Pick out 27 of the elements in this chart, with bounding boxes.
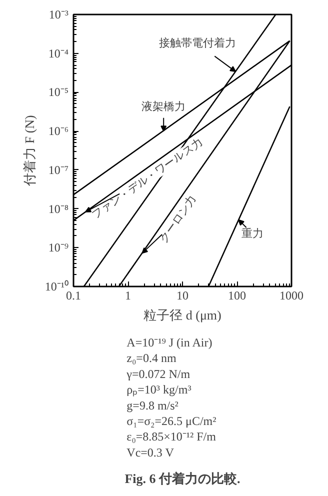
x-tick-label: 1000 [280, 288, 304, 302]
y-tick-label: 10⁻³ [48, 8, 69, 22]
y-tick-label: 10⁻⁷ [48, 162, 69, 177]
y-tick-label: 10⁻⁵ [48, 85, 69, 100]
x-tick-label: 1 [125, 288, 131, 302]
y-axis-title: 付着力 F (N) [22, 115, 37, 187]
text: g=9.8 m/s² [126, 398, 179, 412]
y-tick-label: 10⁻⁹ [48, 240, 69, 255]
text: A=10⁻¹⁹ J (in Air) [126, 336, 212, 350]
y-tick-label: 10⁻⁸ [48, 202, 69, 216]
caption: Fig. 6 付着力の比較. [124, 471, 240, 486]
x-tick-label: 100 [228, 288, 246, 302]
y-tick-label: 10⁻¹⁰ [44, 280, 69, 294]
y-tick-label: 10⁻⁶ [48, 124, 69, 138]
text: ρₚ=10³ kg/m³ [126, 382, 192, 397]
text: Vc=0.3 V [126, 445, 174, 460]
x-axis-title: 粒子径 d (μm) [144, 308, 222, 322]
text: γ=0.072 N/m [126, 366, 191, 381]
annotation: 接触帯電付着力 [159, 36, 236, 50]
text: ε₀=8.85×10⁻¹² F/m [126, 430, 217, 444]
x-tick-label: 10 [176, 288, 188, 302]
annotation: 重力 [242, 226, 264, 240]
y-tick-label: 10⁻⁴ [48, 46, 69, 60]
x-tick-label: 0.1 [66, 288, 81, 302]
text: σ₁=σ₂=26.5 μC/m² [126, 414, 217, 428]
annotation: 液架橋力 [142, 100, 186, 114]
text: z₀=0.4 nm [126, 351, 177, 366]
